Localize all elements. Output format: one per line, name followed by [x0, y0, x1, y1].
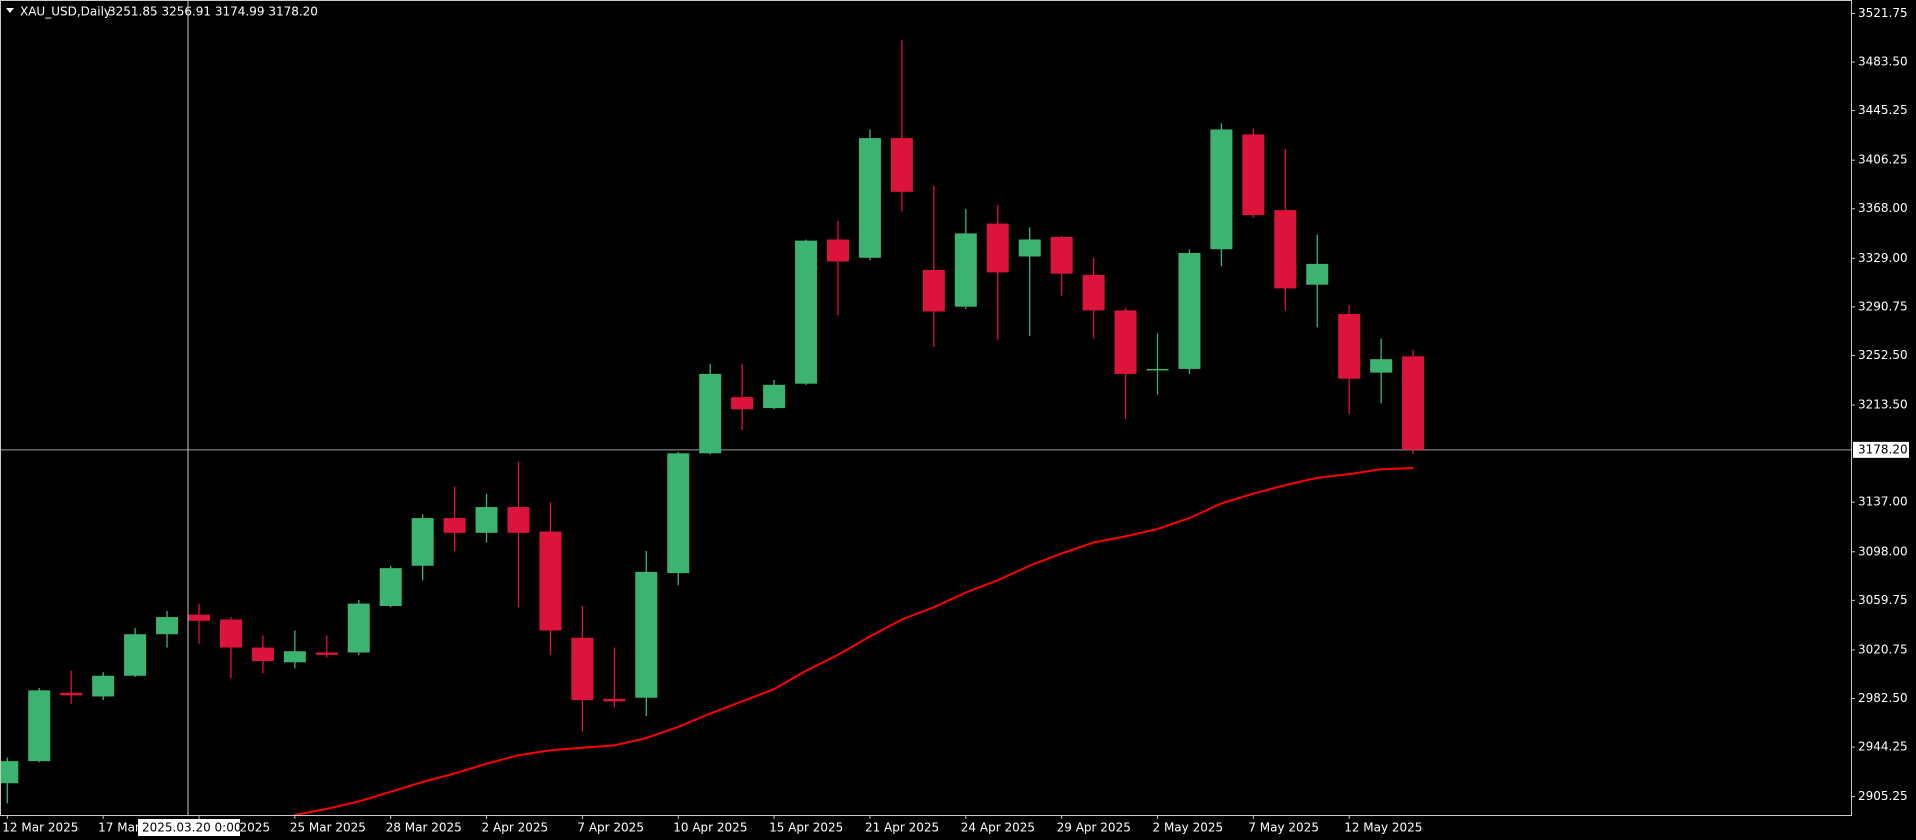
candle-body	[475, 507, 498, 533]
candle-body	[1018, 239, 1041, 257]
y-tick-label: 3483.50	[1858, 54, 1908, 68]
last-price-box	[1853, 441, 1909, 458]
candle-body	[858, 138, 881, 258]
y-tick-label: 2905.25	[1858, 789, 1908, 803]
y-tick-label: 3445.25	[1858, 103, 1908, 117]
candle-body	[156, 617, 179, 635]
candle-body	[92, 675, 115, 697]
collapse-icon[interactable]	[6, 8, 14, 13]
candle-body	[603, 698, 626, 702]
x-tick-label: 25 Mar 2025	[290, 821, 366, 835]
y-tick-label: 2982.50	[1858, 691, 1908, 705]
candle-body	[1402, 356, 1425, 450]
y-tick-label: 3213.50	[1858, 398, 1908, 412]
candle-body	[635, 571, 658, 698]
x-tick-label: 28 Mar 2025	[386, 821, 462, 835]
candle-body	[539, 531, 562, 631]
candle-body	[1, 761, 19, 784]
candle-body	[60, 692, 83, 696]
x-tick-label: 7 Apr 2025	[577, 821, 644, 835]
y-tick-label: 3406.25	[1858, 153, 1908, 167]
y-tick-label: 3252.50	[1858, 348, 1908, 362]
candle-body	[411, 518, 434, 566]
moving-average	[294, 467, 1414, 815]
candle-body	[954, 233, 977, 307]
candle-body	[763, 384, 786, 409]
y-tick-label: 3329.00	[1858, 251, 1908, 265]
chart-title: XAU_USD,Daily	[20, 5, 111, 19]
x-tick-label: 2 Apr 2025	[482, 821, 549, 835]
candle-body	[1210, 129, 1233, 250]
x-tick-label: 2 May 2025	[1153, 821, 1224, 835]
y-tick-label: 2944.25	[1858, 740, 1908, 754]
candle-body	[986, 223, 1009, 273]
candle-body	[571, 637, 594, 701]
candle-body	[1242, 134, 1265, 216]
candle-body	[219, 619, 242, 648]
candle-body	[1114, 310, 1137, 374]
candle-body	[443, 518, 466, 533]
candle-body	[124, 634, 147, 676]
candle-body	[890, 138, 913, 192]
y-tick-label: 3368.00	[1858, 201, 1908, 215]
candle-body	[1050, 236, 1073, 274]
crosshair-label-box	[138, 819, 240, 836]
candle-body	[1370, 359, 1393, 373]
candle-body	[188, 614, 210, 621]
x-tick-label: 29 Apr 2025	[1057, 821, 1131, 835]
crosshair-label: 2025.03.20 0:00	[142, 821, 241, 835]
y-tick-label: 3290.75	[1858, 299, 1908, 313]
candle-body	[28, 690, 51, 762]
x-tick-label: 12 Mar 2025	[2, 821, 78, 835]
y-tick-label: 3059.75	[1858, 593, 1908, 607]
y-tick-label: 3020.75	[1858, 642, 1908, 656]
candle-body	[379, 568, 402, 607]
candle-body	[699, 373, 722, 454]
candle-body	[347, 603, 370, 653]
x-tick-label: 12 May 2025	[1344, 821, 1422, 835]
candle-body	[507, 507, 530, 533]
x-tick-label: 10 Apr 2025	[673, 821, 747, 835]
x-tick-label: 24 Apr 2025	[961, 821, 1035, 835]
candle-body	[795, 240, 818, 384]
x-tick-label: 15 Apr 2025	[769, 821, 843, 835]
candle-body	[1178, 252, 1201, 369]
last-price-label: 3178.20	[1858, 442, 1908, 456]
candle-body	[283, 651, 306, 663]
x-tick-label: 21 Apr 2025	[865, 821, 939, 835]
plot-frame	[0, 0, 1852, 816]
y-tick-label: 3521.75	[1858, 6, 1908, 20]
candle-body	[251, 647, 274, 662]
candle-body	[1274, 210, 1297, 289]
y-tick-label: 3098.00	[1858, 544, 1908, 558]
candle-body	[1082, 274, 1105, 311]
header-ohlc: 3251.85 3256.91 3174.99 3178.20	[108, 5, 318, 19]
candle-body	[1146, 368, 1169, 371]
candle-body	[827, 239, 849, 262]
candle-body	[922, 269, 945, 312]
candle-body	[1338, 314, 1361, 379]
candle-body	[1306, 263, 1329, 285]
candle-body	[667, 453, 690, 574]
y-tick-label: 3137.00	[1858, 495, 1908, 509]
x-tick-label: 7 May 2025	[1248, 821, 1319, 835]
plot-area	[1, 40, 1851, 815]
candle-body	[315, 652, 338, 655]
candle-body	[731, 397, 754, 410]
